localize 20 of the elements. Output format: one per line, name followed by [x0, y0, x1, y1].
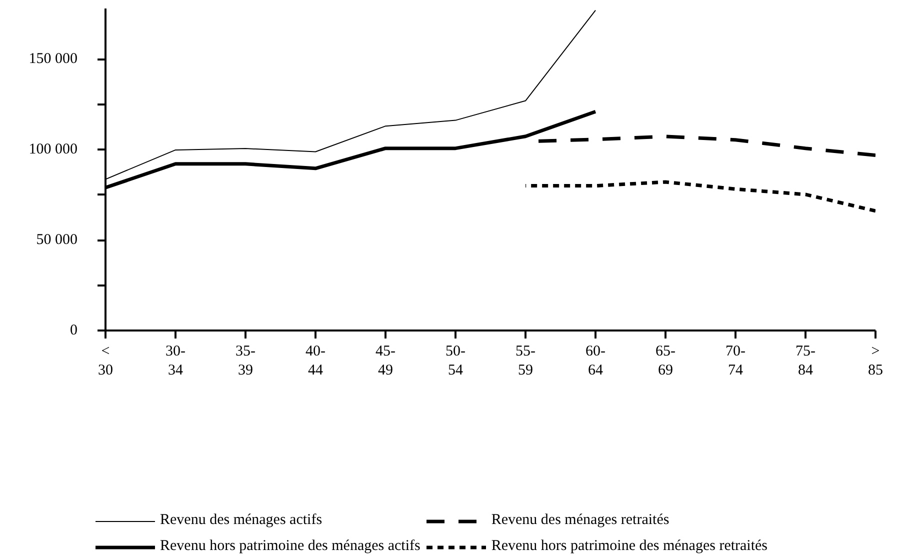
legend-label: Revenu des ménages actifs: [160, 512, 324, 530]
x-tick-label: 65-69: [656, 344, 676, 379]
x-tick-label: 75-84: [796, 344, 816, 379]
legend-label: Revenu hors patrimoine des ménages retraités: [491, 538, 768, 556]
y-tick-label: 100 000: [28, 142, 78, 158]
legend-label: Revenu des ménages retraités: [491, 512, 670, 530]
y-tick-label: 50 000: [36, 232, 78, 248]
y-tick-label: 150 000: [28, 51, 78, 68]
x-tick-label: 60-64: [586, 344, 606, 379]
x-tick-label: 50-54: [446, 344, 466, 379]
legend-label: Revenu hors patrimoine des ménages actifs: [160, 538, 420, 556]
y-tick-label: 0: [70, 322, 78, 338]
x-tick-label: >85: [868, 344, 883, 379]
x-tick-label: 45-49: [376, 344, 396, 379]
x-tick-label: <30: [98, 344, 113, 379]
x-tick-label: 40-44: [306, 344, 326, 379]
x-tick-label: 30-34: [166, 344, 186, 379]
x-tick-label: 70-74: [726, 344, 746, 379]
x-tick-label: 55-59: [516, 344, 536, 379]
x-tick-label: 35-39: [236, 344, 256, 379]
